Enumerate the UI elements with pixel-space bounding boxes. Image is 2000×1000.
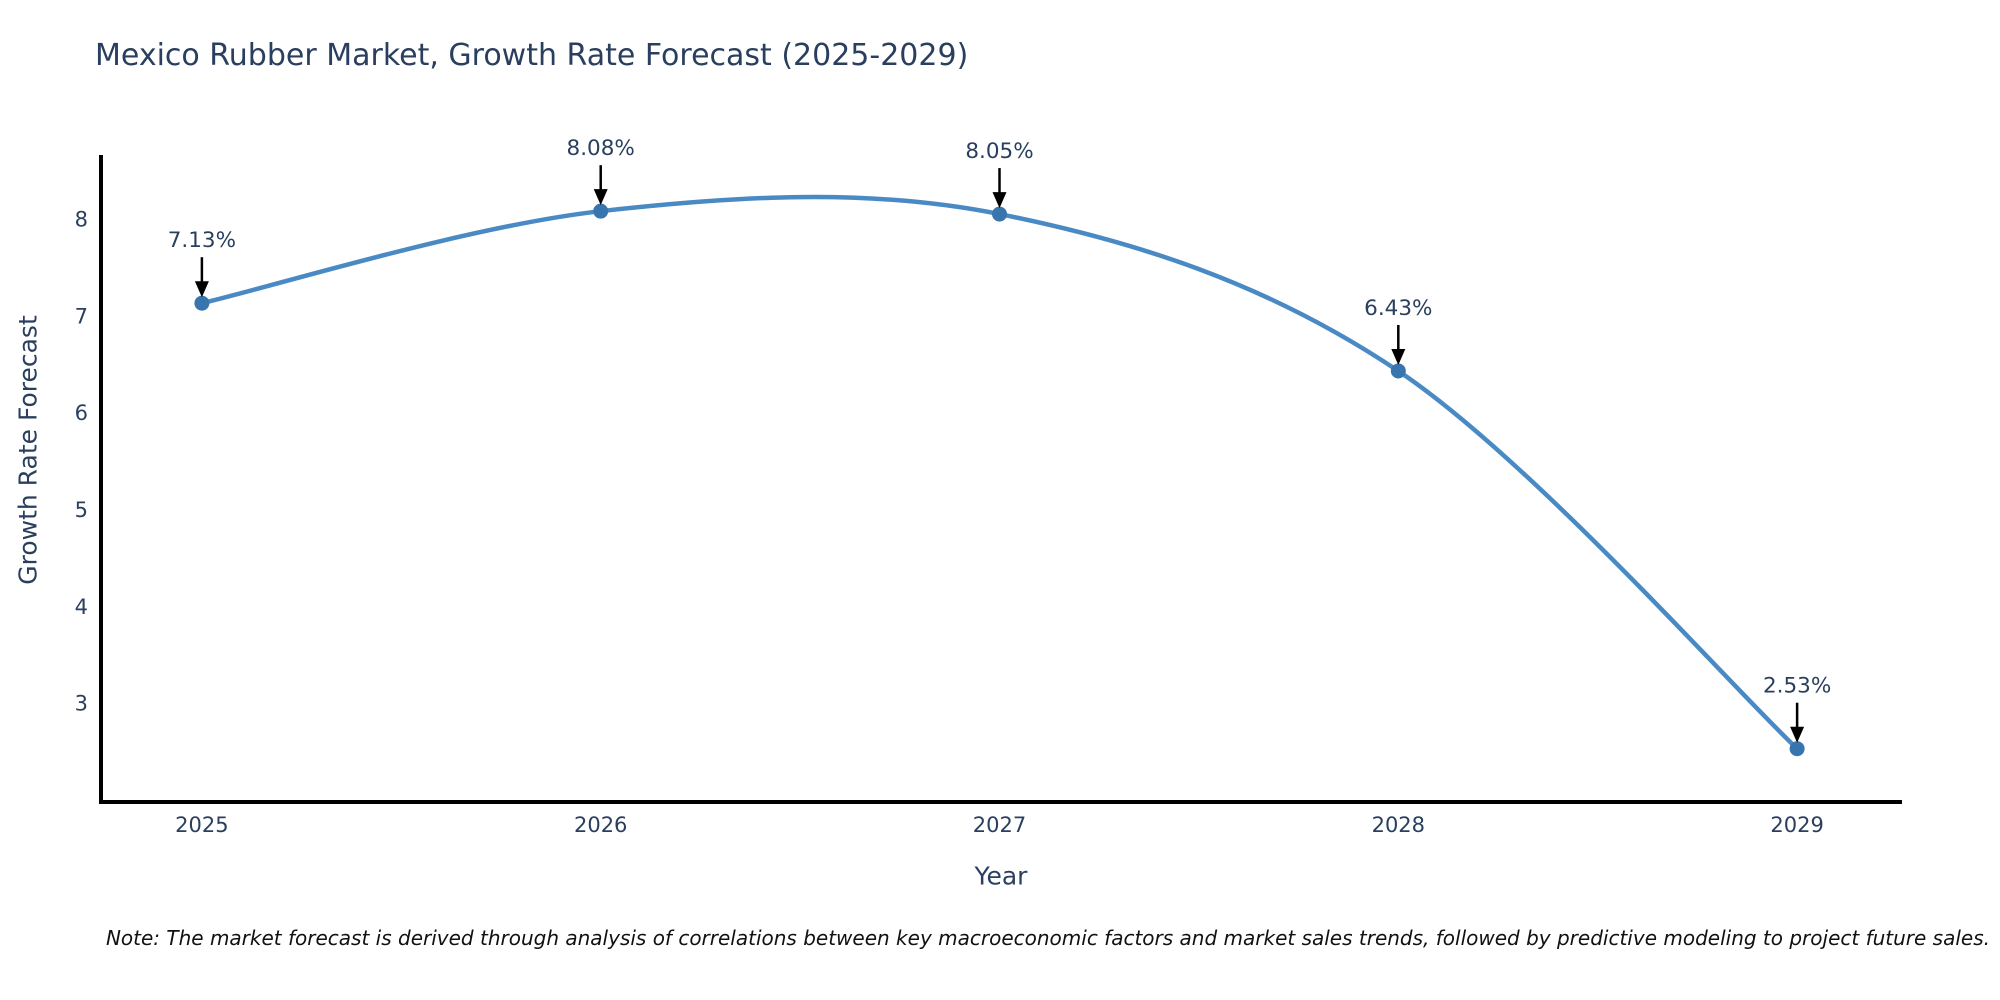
annotation-arrowhead	[992, 192, 1007, 209]
footnote: Note: The market forecast is derived thr…	[105, 926, 1990, 950]
x-tick-label: 2026	[574, 813, 627, 837]
annotation-label: 2.53%	[1763, 674, 1831, 699]
x-tick-label: 2029	[1770, 813, 1823, 837]
y-tick-label: 3	[75, 692, 88, 716]
annotation-label: 8.08%	[567, 136, 635, 161]
data-point-marker	[1789, 741, 1805, 757]
data-point-marker	[992, 206, 1008, 222]
x-axis-title: Year	[974, 861, 1028, 891]
annotation-arrowhead	[593, 189, 608, 206]
annotation-label: 6.43%	[1364, 296, 1432, 321]
x-tick-label: 2027	[973, 813, 1026, 837]
chart-title: Mexico Rubber Market, Growth Rate Foreca…	[95, 38, 969, 73]
data-point-marker	[194, 295, 210, 311]
annotation-label: 7.13%	[168, 228, 236, 253]
annotation-arrowhead	[1391, 348, 1406, 365]
x-tick-label: 2025	[175, 813, 228, 837]
y-tick-label: 4	[75, 595, 88, 619]
y-tick-label: 7	[75, 304, 88, 328]
annotation-arrowhead	[1790, 726, 1805, 743]
data-point-marker	[593, 203, 609, 219]
forecast-line	[199, 194, 1800, 751]
data-point-marker	[1390, 363, 1406, 379]
annotation-arrowhead	[194, 281, 209, 298]
x-tick-label: 2028	[1372, 813, 1425, 837]
y-tick-label: 5	[75, 498, 88, 522]
y-tick-label: 8	[75, 207, 88, 231]
annotation-label: 8.05%	[965, 139, 1033, 164]
y-tick-label: 6	[75, 401, 88, 425]
